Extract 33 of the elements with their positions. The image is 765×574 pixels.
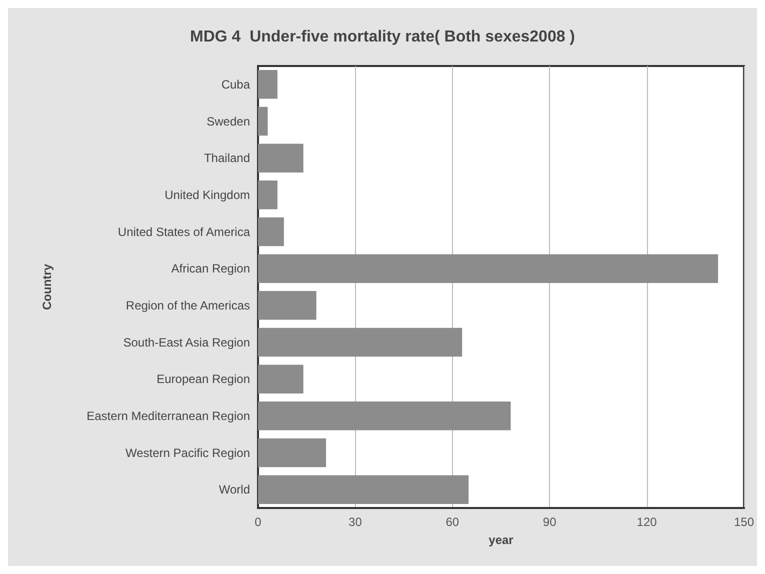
x-tick-label: 60 bbox=[446, 515, 460, 529]
x-axis-title: year bbox=[488, 533, 514, 547]
y-tick-label: Eastern Mediterranean Region bbox=[86, 408, 250, 423]
x-tick-label: 30 bbox=[348, 515, 362, 529]
x-tick-label: 150 bbox=[734, 515, 754, 529]
chart-title: MDG 4 Under-five mortality rate( Both sexes2008 ) bbox=[190, 28, 576, 46]
y-tick-label: European Region bbox=[156, 372, 250, 386]
bar bbox=[258, 438, 326, 468]
y-tick-label: Cuba bbox=[221, 77, 250, 92]
bar bbox=[258, 328, 462, 357]
bar bbox=[258, 475, 469, 504]
x-tick-label: 90 bbox=[542, 515, 557, 529]
bar bbox=[258, 364, 304, 394]
bar bbox=[258, 70, 278, 99]
y-axis-title: Country bbox=[40, 264, 54, 310]
x-tick-label: 0 bbox=[254, 515, 262, 529]
bar bbox=[258, 180, 278, 210]
y-tick-label: United States of America bbox=[118, 224, 250, 239]
bar bbox=[258, 291, 316, 320]
bar bbox=[258, 106, 268, 136]
y-tick-label: Thailand bbox=[204, 151, 250, 166]
bar bbox=[258, 254, 718, 283]
x-tick-label: 120 bbox=[636, 515, 658, 529]
y-tick-label: South-East Asia Region bbox=[123, 335, 250, 350]
y-tick-label: World bbox=[218, 482, 250, 497]
bar bbox=[258, 144, 304, 172]
bar bbox=[258, 217, 284, 246]
y-tick-label: Western Pacific Region bbox=[126, 446, 250, 460]
y-tick-label: Region of the Americas bbox=[126, 298, 250, 312]
y-tick-label: African Region bbox=[171, 262, 250, 276]
y-tick-label: United Kingdom bbox=[164, 188, 250, 202]
bar bbox=[258, 402, 511, 430]
y-tick-label: Sweden bbox=[206, 114, 250, 128]
